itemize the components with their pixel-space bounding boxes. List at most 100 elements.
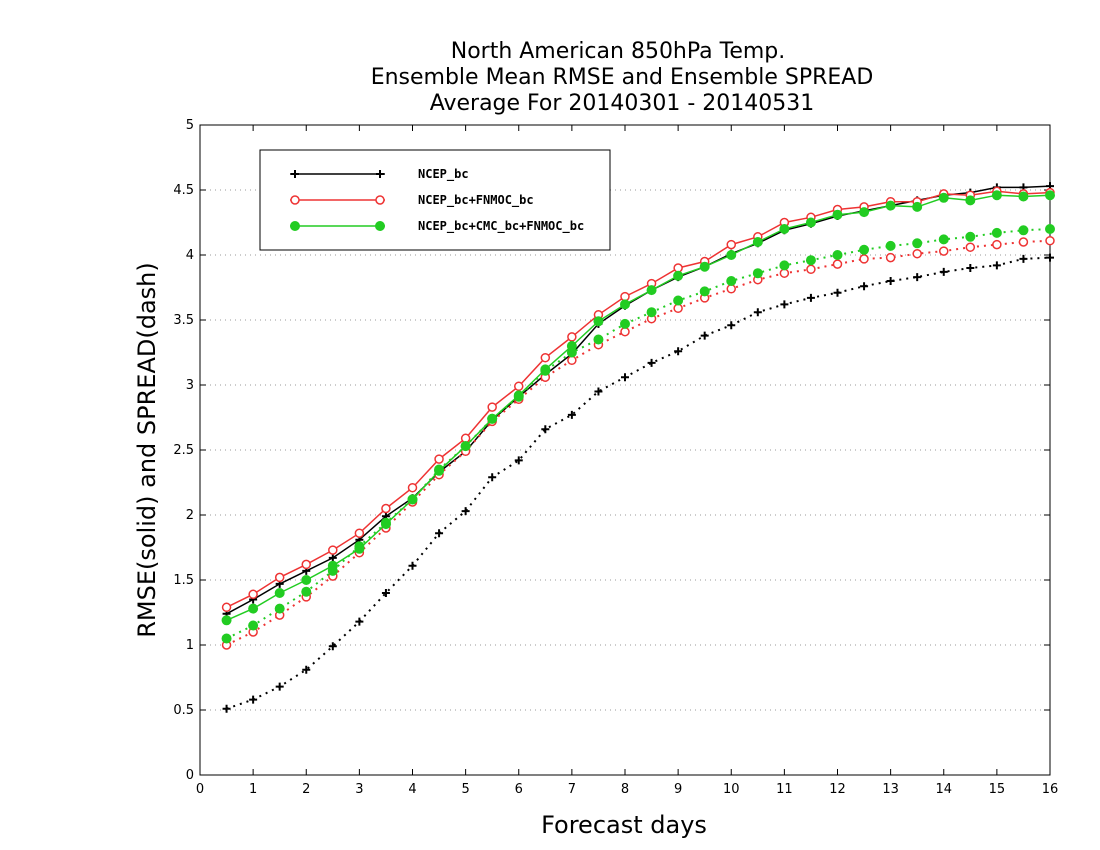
y-axis-label: RMSE(solid) and SPREAD(dash): [133, 262, 161, 638]
series-ncep-bc-fnmoc-bc-rmse-point-6: [381, 503, 391, 514]
series-ncep-bc-spread-point-17: [674, 347, 683, 356]
ytick-label-0: 0: [186, 768, 194, 783]
xtick-label-15: 15: [989, 782, 1006, 797]
series-ncep-bc-cmc-bc-fnmoc-bc-spread-point-3: [301, 586, 312, 597]
series-ncep-bc-spread-point-28: [966, 264, 975, 272]
series-ncep-bc-cmc-bc-fnmoc-bc-spread-point-23: [832, 250, 843, 260]
series-ncep-bc-fnmoc-bc-spread-point-24: [859, 254, 869, 264]
legend-label-ncep-bc-fnmoc-bc: NCEP_bc+FNMOC_bc: [418, 193, 534, 208]
series-ncep-bc-spread-point-27: [939, 267, 948, 276]
series-ncep-bc-spread-point-18: [700, 331, 709, 340]
series-ncep-bc-cmc-bc-fnmoc-bc-spread-point-20: [752, 268, 763, 279]
series-ncep-bc-cmc-bc-fnmoc-bc-rmse-line: [226, 194, 1051, 621]
series-ncep-bc-fnmoc-bc-spread-point-21: [779, 268, 790, 278]
series-ncep-bc-fnmoc-bc-rmse-point-12: [540, 352, 551, 363]
series-ncep-bc-fnmoc-bc-rmse-point-11: [514, 381, 524, 392]
legend-marker-start-ncep-bc: [291, 170, 299, 178]
series-ncep-bc-fnmoc-bc-spread-point-22: [806, 264, 816, 275]
series-ncep-bc-spread-point-12: [541, 425, 550, 434]
xtick-label-13: 13: [882, 782, 899, 797]
ytick-label-8: 4: [186, 248, 194, 263]
series-ncep-bc-cmc-bc-fnmoc-bc-rmse-point-0: [221, 615, 232, 626]
series-ncep-bc-fnmoc-bc-spread-point-26: [912, 248, 922, 259]
series-ncep-bc-spread-point-19: [727, 321, 736, 330]
series-ncep-bc-cmc-bc-fnmoc-bc-rmse-point-20: [752, 237, 763, 247]
ytick-label-2: 1: [186, 638, 194, 653]
series: [221, 182, 1055, 713]
ytick-label-9: 4.5: [173, 183, 194, 198]
legend: NCEP_bc NCEP_bc+FNMOC_bc NCEP_bc+CMC_bc+FN…: [259, 149, 611, 251]
legend-label-ncep-bc-cmc-bc-fnmoc-bc: NCEP_bc+CMC_bc+FNMOC_bc: [418, 219, 584, 234]
series-ncep-bc-spread-point-8: [435, 529, 444, 538]
legend-marker-end-ncep-bc-fnmoc-bc: [375, 195, 385, 205]
series-ncep-bc-cmc-bc-fnmoc-bc-spread-point-22: [805, 255, 816, 266]
series-ncep-bc-cmc-bc-fnmoc-bc-rmse-point-17: [673, 270, 684, 281]
series-ncep-bc-spread-point-11: [514, 456, 523, 465]
series-ncep-bc-fnmoc-bc-spread-point-28: [965, 242, 976, 252]
series-ncep-bc-cmc-bc-fnmoc-bc-rmse-point-11: [513, 390, 524, 401]
series-ncep-bc-cmc-bc-fnmoc-bc-spread-point-24: [859, 244, 870, 255]
series-ncep-bc-cmc-bc-fnmoc-bc-rmse-point-8: [434, 465, 445, 476]
ytick-label-1: 0.5: [173, 703, 194, 718]
series-ncep-bc-fnmoc-bc-rmse-point-0: [221, 602, 232, 613]
xtick-label-10: 10: [723, 782, 740, 797]
series-ncep-bc-cmc-bc-fnmoc-bc-spread-point-25: [885, 240, 896, 251]
series-ncep-bc-spread-point-9: [461, 507, 470, 516]
series-ncep-bc-fnmoc-bc-spread-line: [226, 239, 1051, 646]
series-ncep-bc-spread-point-7: [408, 561, 417, 570]
xtick-label-11: 11: [776, 782, 793, 797]
series-ncep-bc-spread-point-21: [780, 300, 789, 309]
legend-marker-end-ncep-bc: [376, 170, 384, 178]
series-ncep-bc-cmc-bc-fnmoc-bc-rmse-point-19: [726, 250, 737, 260]
series-ncep-bc-cmc-bc-fnmoc-bc-spread-point-27: [938, 234, 949, 245]
series-ncep-bc-cmc-bc-fnmoc-bc-rmse-point-10: [487, 413, 498, 424]
series-ncep-bc-fnmoc-bc-rmse-point-5: [354, 528, 365, 538]
grid: [200, 189, 1050, 711]
series-ncep-bc-spread-point-23: [833, 288, 842, 297]
series-ncep-bc-cmc-bc-fnmoc-bc-rmse-point-25: [885, 200, 896, 211]
series-ncep-bc-cmc-bc-fnmoc-bc-rmse-point-23: [832, 209, 843, 220]
series-ncep-bc-cmc-bc-fnmoc-bc-spread-point-19: [726, 276, 737, 286]
series-ncep-bc-cmc-bc-fnmoc-bc-rmse-point-14: [593, 316, 604, 327]
series-ncep-bc-fnmoc-bc-spread-point-15: [620, 326, 630, 337]
series-ncep-bc-fnmoc-bc-spread-point-31: [1045, 235, 1055, 246]
series-ncep-bc-fnmoc-bc-rmse-point-2: [274, 572, 285, 583]
series-ncep-bc-spread-point-10: [488, 473, 497, 482]
series-ncep-bc-cmc-bc-fnmoc-bc-spread-point-29: [991, 227, 1002, 238]
series-ncep-bc-fnmoc-bc-rmse-line: [226, 190, 1051, 608]
xtick-label-16: 16: [1042, 782, 1059, 797]
series-ncep-bc-cmc-bc-fnmoc-bc-rmse-point-5: [354, 543, 365, 554]
series-ncep-bc-cmc-bc-fnmoc-bc-spread-point-1: [248, 620, 259, 631]
series-ncep-bc-spread-point-2: [275, 682, 284, 691]
xtick-label-2: 2: [302, 782, 310, 797]
series-ncep-bc-cmc-bc-fnmoc-bc-rmse-point-27: [938, 192, 949, 203]
series-ncep-bc-cmc-bc-fnmoc-bc-rmse-point-30: [1018, 191, 1029, 202]
series-ncep-bc-cmc-bc-fnmoc-bc-rmse-point-12: [540, 364, 551, 375]
series-ncep-bc-cmc-bc-fnmoc-bc-spread-point-14: [593, 334, 604, 345]
series-ncep-bc-fnmoc-bc-spread-point-23: [832, 259, 843, 269]
series-ncep-bc-fnmoc-bc-spread-point-29: [992, 239, 1002, 250]
series-ncep-bc-spread-point-5: [355, 617, 364, 626]
series-ncep-bc-spread-line: [226, 256, 1051, 710]
series-ncep-bc-cmc-bc-fnmoc-bc-rmse-point-26: [912, 201, 923, 212]
ytick-label-10: 5: [186, 118, 194, 133]
series-ncep-bc-fnmoc-bc-rmse-point-7: [407, 482, 418, 493]
ytick-label-7: 3.5: [173, 313, 194, 328]
series-ncep-bc-spread-point-20: [753, 308, 762, 317]
series-ncep-bc-spread-point-3: [302, 665, 311, 674]
xtick-label-6: 6: [515, 782, 523, 797]
series-ncep-bc-cmc-bc-fnmoc-bc-spread-point-15: [620, 318, 630, 329]
series-ncep-bc-spread-point-29: [992, 261, 1001, 270]
series-ncep-bc-cmc-bc-fnmoc-bc-spread-line: [226, 228, 1051, 640]
series-ncep-bc-cmc-bc-fnmoc-bc-rmse-point-7: [407, 494, 418, 505]
series-ncep-bc-spread-point-26: [913, 273, 922, 282]
series-ncep-bc-fnmoc-bc-spread-point-30: [1018, 237, 1029, 247]
x-axis: 0 1 2 3 4 5 6 7 8 9 10 11 12 13 14 15 16: [196, 125, 1058, 797]
series-ncep-bc-cmc-bc-fnmoc-bc-spread-point-21: [779, 260, 790, 271]
x-axis-label: Forecast days: [541, 811, 707, 839]
ytick-label-6: 3: [186, 378, 194, 393]
series-ncep-bc-cmc-bc-fnmoc-bc-spread-point-17: [673, 295, 684, 306]
series-ncep-bc-spread-point-16: [647, 358, 656, 367]
xtick-label-14: 14: [935, 782, 952, 797]
series-ncep-bc-spread-point-4: [328, 642, 337, 651]
